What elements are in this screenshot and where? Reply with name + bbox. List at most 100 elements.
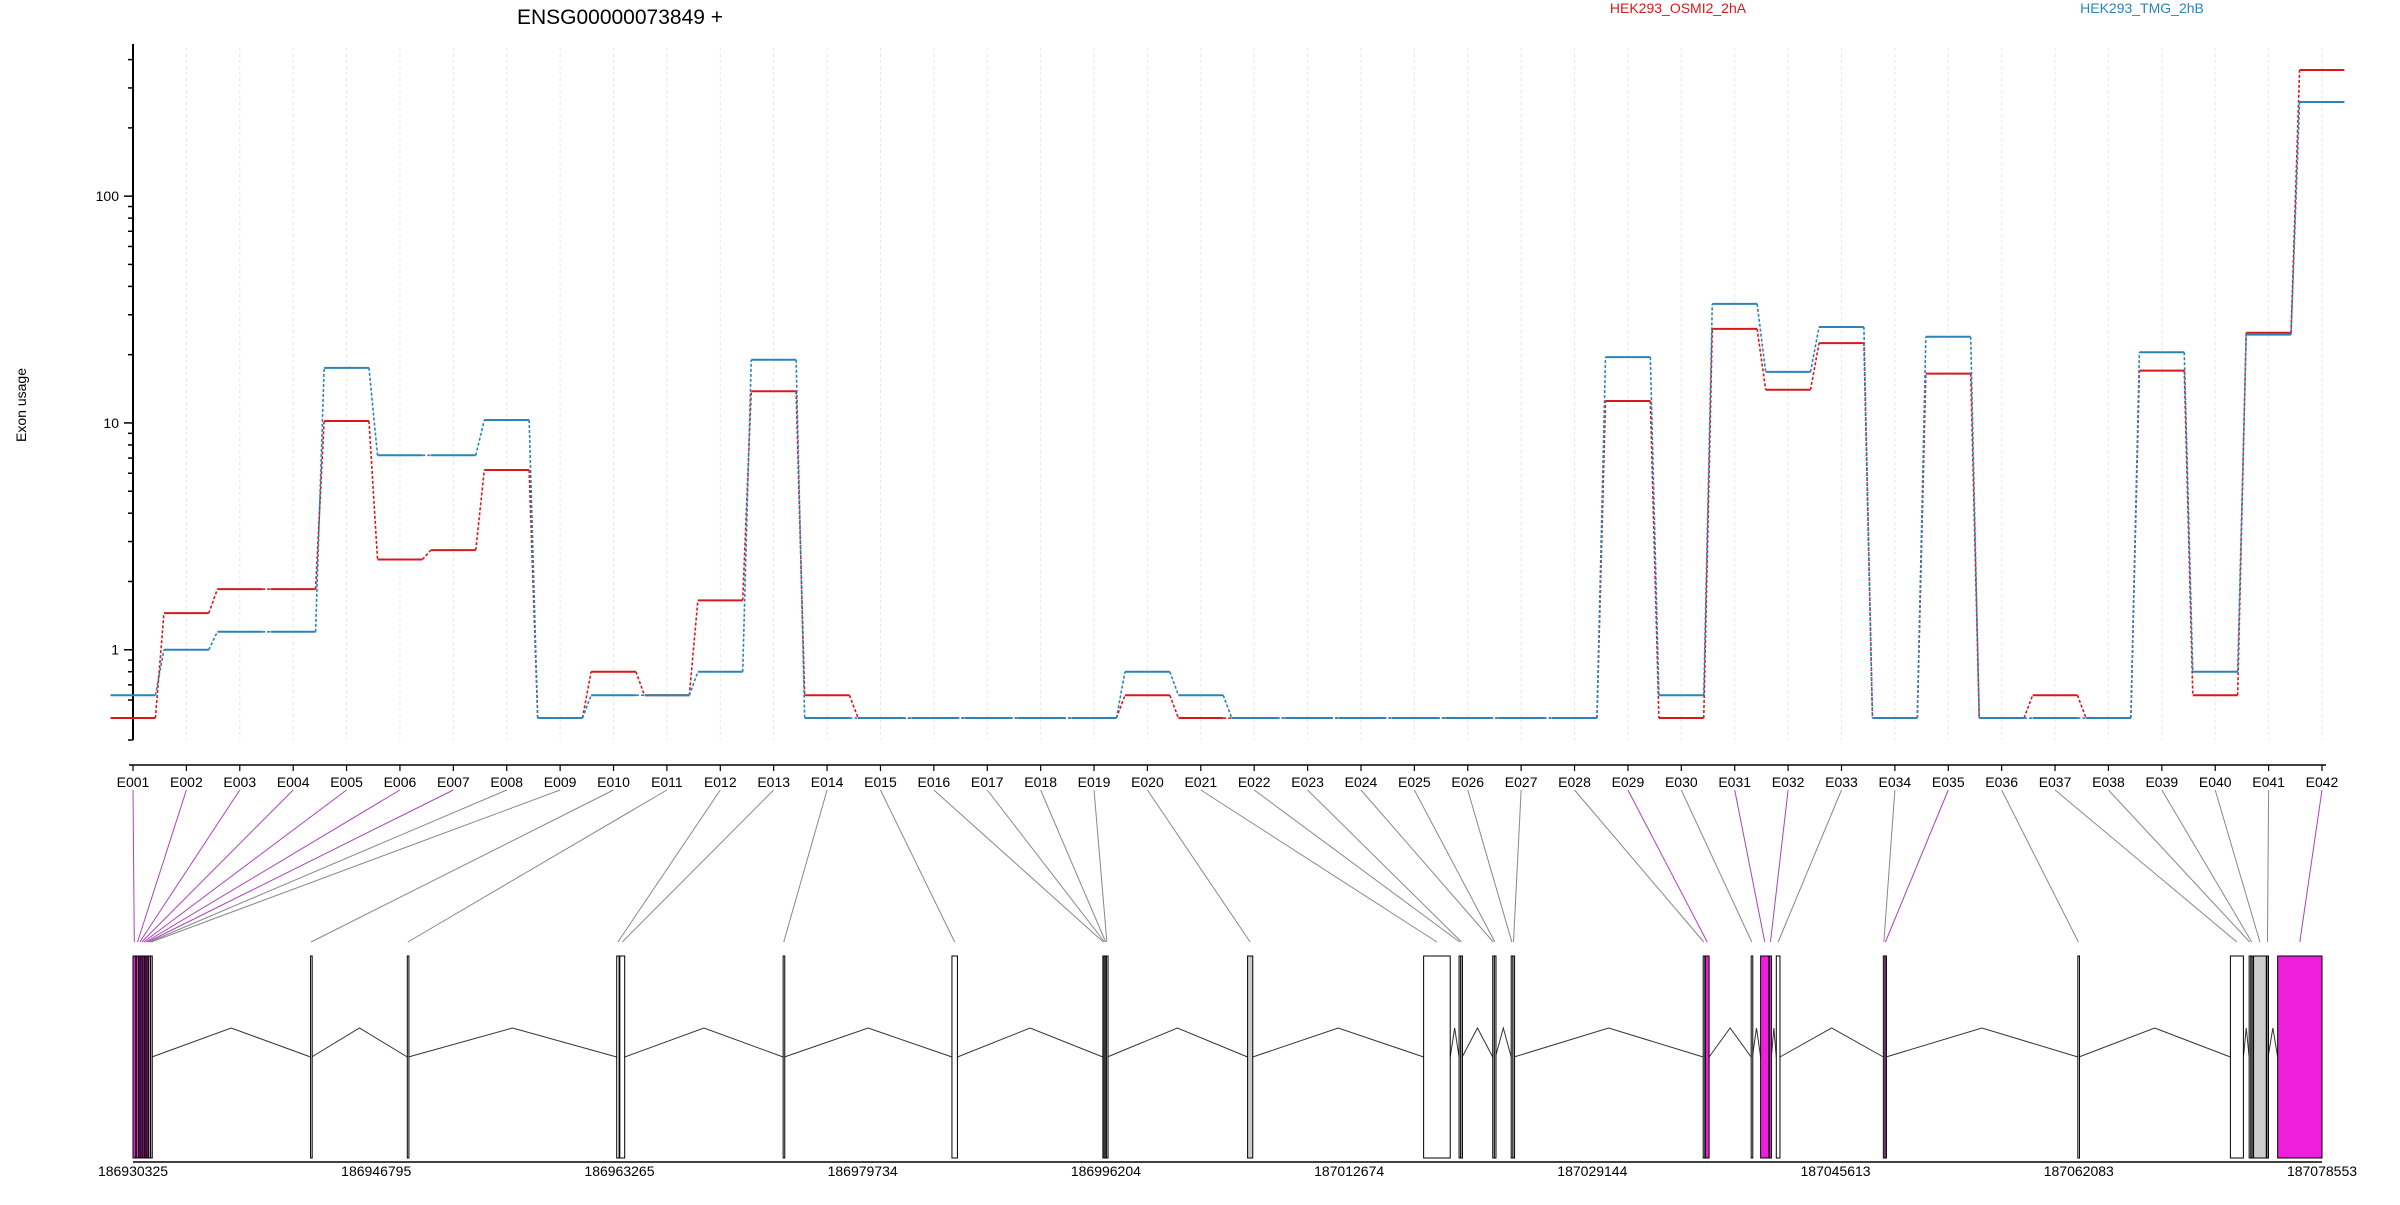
exon-box bbox=[2248, 955, 2252, 1159]
exon-box bbox=[140, 955, 144, 1159]
connector-line bbox=[143, 789, 347, 943]
transition-line bbox=[1702, 303, 1714, 696]
coordinate-label: 186979734 bbox=[828, 1163, 898, 1179]
exon-label: E006 bbox=[384, 774, 417, 790]
connector-line bbox=[783, 789, 828, 943]
coordinate-label: 187045613 bbox=[1801, 1163, 1871, 1179]
exon-label: E012 bbox=[704, 774, 737, 790]
exon-label: E015 bbox=[864, 774, 897, 790]
exon-label: E025 bbox=[1398, 774, 1431, 790]
y-tick-label: 1 bbox=[111, 642, 119, 658]
transition-line bbox=[848, 694, 859, 719]
transition-line bbox=[1169, 694, 1180, 719]
exon-label: E040 bbox=[2199, 774, 2232, 790]
connector-line bbox=[141, 789, 294, 943]
transition-line bbox=[2076, 694, 2087, 719]
coordinate-label: 187078553 bbox=[2287, 1163, 2357, 1179]
transition-line bbox=[1756, 303, 1767, 372]
exon-label: E039 bbox=[2145, 774, 2178, 790]
exon-box bbox=[1423, 955, 1451, 1159]
connector-line bbox=[407, 789, 668, 943]
transition-line bbox=[528, 420, 539, 719]
transition-line bbox=[421, 549, 432, 561]
exon-label: E014 bbox=[811, 774, 844, 790]
transition-line bbox=[1969, 373, 1981, 719]
legend-entry-0: HEK293_OSMI2_2hA bbox=[1610, 0, 1747, 16]
exon-label: E020 bbox=[1131, 774, 1164, 790]
series-1 bbox=[110, 101, 2345, 720]
exon-box bbox=[951, 955, 958, 1159]
connector-line bbox=[151, 789, 561, 943]
intron-line bbox=[624, 1027, 784, 1058]
coordinate-label: 186963265 bbox=[584, 1163, 654, 1179]
exon-box bbox=[1247, 955, 1254, 1159]
exon-label: E021 bbox=[1184, 774, 1217, 790]
connector-line bbox=[147, 789, 454, 943]
transition-line bbox=[2183, 352, 2194, 672]
exon-box bbox=[135, 955, 140, 1159]
transition-line bbox=[1115, 671, 1126, 719]
intron-line bbox=[1779, 1027, 1884, 1058]
exon-box bbox=[150, 955, 153, 1159]
transition-line bbox=[368, 420, 379, 560]
intron-line bbox=[1751, 1027, 1762, 1058]
connector-line bbox=[621, 789, 775, 943]
transition-line bbox=[208, 631, 219, 651]
exon-label: E001 bbox=[117, 774, 150, 790]
exon-box bbox=[1493, 955, 1497, 1159]
transition-line bbox=[1969, 336, 1981, 719]
exon-box bbox=[1884, 955, 1887, 1159]
coordinate-label: 186996204 bbox=[1071, 1163, 1141, 1179]
connector-line bbox=[1680, 789, 1753, 943]
intron-line bbox=[1513, 1027, 1704, 1058]
intron-line bbox=[1885, 1027, 2078, 1058]
connector-line bbox=[933, 789, 1104, 943]
exon-box bbox=[1760, 955, 1770, 1159]
connector-line bbox=[1512, 789, 1522, 943]
transition-line bbox=[1115, 694, 1126, 719]
exon-label: E042 bbox=[2306, 774, 2339, 790]
series-0 bbox=[110, 68, 2345, 720]
exon-label: E037 bbox=[2039, 774, 2072, 790]
connector-line bbox=[1200, 789, 1438, 943]
intron-line bbox=[408, 1027, 617, 1058]
exon-label: E033 bbox=[1825, 774, 1858, 790]
exon-label: E008 bbox=[490, 774, 523, 790]
y-axis: 1 10 100 bbox=[96, 44, 134, 741]
exon-label: E029 bbox=[1612, 774, 1645, 790]
exon-label: E018 bbox=[1024, 774, 1057, 790]
connector-line bbox=[2266, 789, 2270, 943]
exon-box bbox=[1460, 955, 1463, 1159]
connector-line bbox=[2214, 789, 2261, 943]
connector-line bbox=[1307, 789, 1462, 943]
exon-label: E038 bbox=[2092, 774, 2125, 790]
exon-label: E016 bbox=[918, 774, 951, 790]
exon-box bbox=[2077, 955, 2080, 1159]
exon-box bbox=[406, 955, 410, 1159]
y-tick-label: 100 bbox=[96, 188, 120, 204]
connector-line bbox=[1734, 789, 1766, 943]
connector-line bbox=[139, 789, 241, 943]
exon-box bbox=[132, 955, 137, 1159]
connector-line bbox=[145, 789, 401, 943]
transition-line bbox=[1222, 694, 1233, 719]
connector-line bbox=[132, 789, 135, 943]
exon-label: E011 bbox=[651, 774, 683, 790]
intron-line bbox=[2078, 1027, 2231, 1058]
legend-entry-1: HEK293_TMG_2hB bbox=[2080, 0, 2204, 16]
transition-line bbox=[474, 469, 486, 551]
connector-line bbox=[986, 789, 1105, 943]
exon-box bbox=[2253, 955, 2267, 1159]
connector-line bbox=[310, 789, 614, 943]
transition-line bbox=[1649, 400, 1660, 719]
connector-line bbox=[1147, 789, 1251, 943]
connector-line bbox=[1777, 789, 1842, 943]
transition-line bbox=[208, 588, 219, 614]
connector-line bbox=[137, 789, 187, 943]
exon-label: E031 bbox=[1718, 774, 1751, 790]
exon-box bbox=[1702, 955, 1706, 1159]
intron-line bbox=[151, 1027, 311, 1058]
exon-label: E030 bbox=[1665, 774, 1698, 790]
